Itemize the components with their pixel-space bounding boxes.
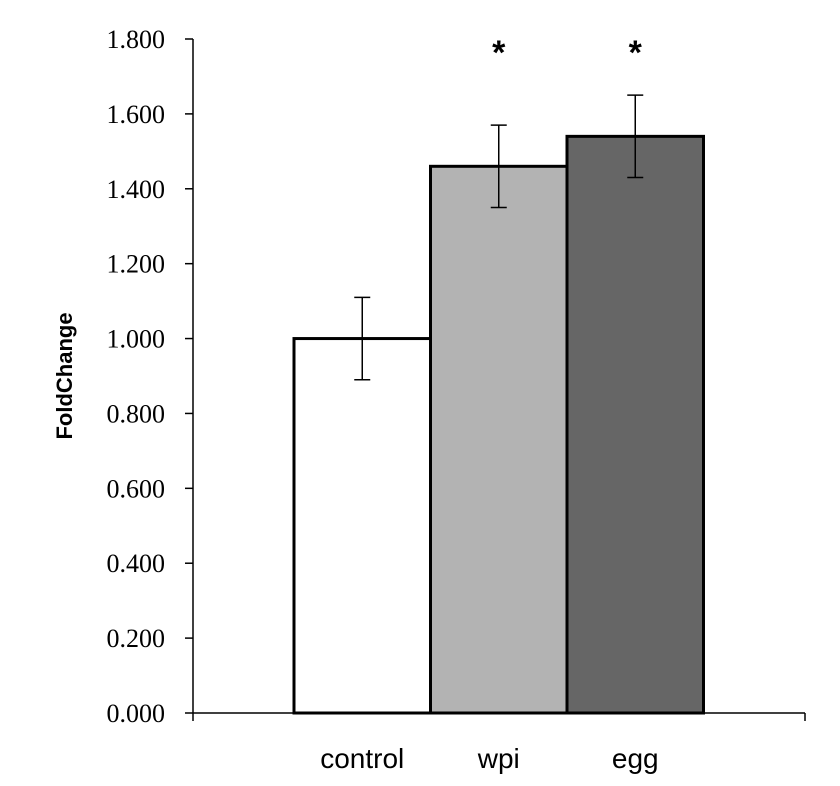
bar-wpi — [429, 164, 569, 715]
x-tick-label-egg: egg — [612, 743, 659, 774]
y-tick-label: 1.200 — [107, 250, 166, 279]
y-tick-label: 1.800 — [107, 25, 166, 54]
y-tick-label: 0.200 — [107, 624, 166, 653]
error-bars-group — [354, 94, 644, 381]
y-tick-label: 1.400 — [107, 175, 166, 204]
y-tick-label: 0.000 — [107, 699, 166, 728]
bar-control — [292, 337, 432, 715]
y-tick-label: 0.400 — [107, 549, 166, 578]
y-tick-label: 0.800 — [107, 399, 166, 428]
significance-markers: * * — [492, 34, 643, 72]
y-tick-label: 1.600 — [107, 100, 166, 129]
bar-egg — [565, 134, 705, 715]
bars-group — [292, 134, 705, 715]
x-tick-label-control: control — [320, 743, 404, 774]
significance-marker-egg: * — [629, 34, 643, 72]
x-tick-label-wpi: wpi — [477, 743, 520, 774]
significance-marker-wpi: * — [492, 34, 506, 72]
y-tick-label: 0.600 — [107, 474, 166, 503]
y-axis-label: FoldChange — [52, 312, 77, 439]
y-tick-label: 1.000 — [107, 325, 166, 354]
x-axis-labels: control wpi egg — [320, 743, 658, 774]
y-axis-ticks: 0.000 0.200 0.400 0.600 0.800 1.000 1.200 1.400… — [107, 25, 806, 728]
